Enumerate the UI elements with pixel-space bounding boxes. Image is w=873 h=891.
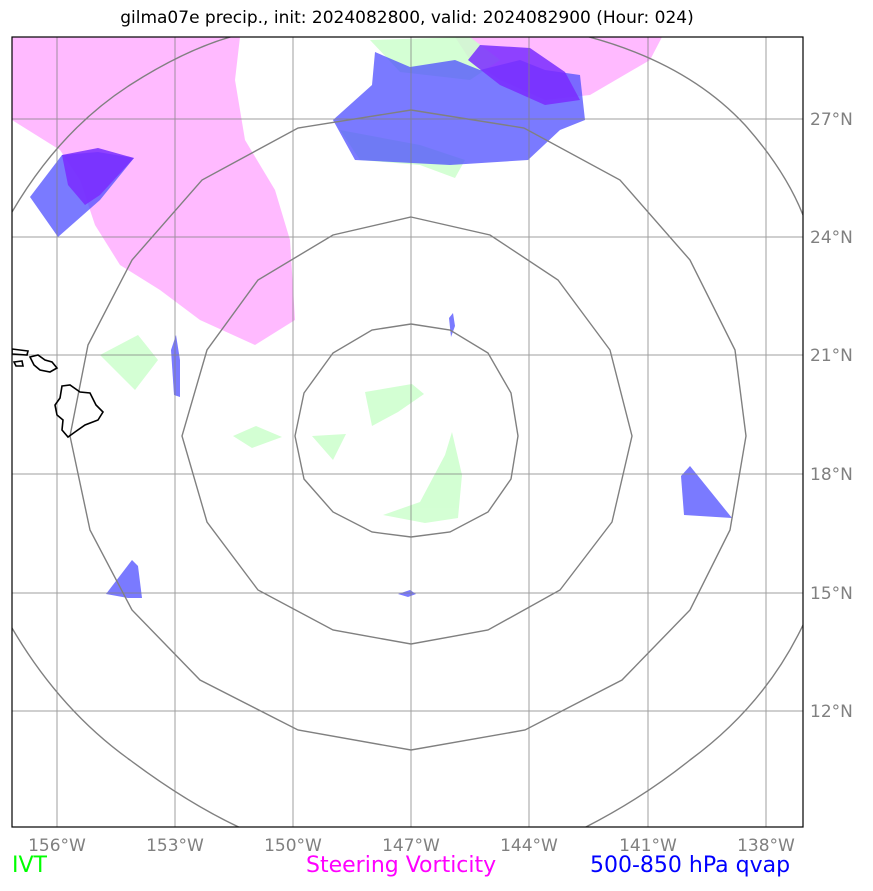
qvap-area-southwest	[106, 560, 142, 598]
overlap-area-west	[62, 148, 134, 205]
qvap-area-east	[681, 466, 732, 518]
legend-steering-vorticity: Steering Vorticity	[306, 853, 497, 878]
ivt-area-small-3	[312, 434, 346, 460]
lon-label: 141°W	[619, 836, 677, 856]
range-ring-4-sw	[12, 627, 241, 827]
legend-ivt: IVT	[12, 853, 47, 878]
map-title: gilma07e precip., init: 2024082800, vali…	[120, 8, 694, 28]
lat-label: 21°N	[810, 346, 853, 366]
lon-label: 147°W	[382, 836, 440, 856]
range-ring-4	[12, 37, 233, 213]
island-big-island	[54, 384, 105, 439]
range-ring-4-se	[584, 624, 803, 827]
lon-label: 150°W	[264, 836, 322, 856]
map-plot-area	[12, 37, 803, 827]
ivt-area-small-1	[365, 384, 424, 426]
lon-label: 138°W	[737, 836, 795, 856]
latitude-labels: 27°N 24°N 21°N 18°N 15°N 12°N	[810, 110, 853, 722]
legend-qvap: 500-850 hPa qvap	[590, 853, 791, 878]
lat-label: 15°N	[810, 584, 853, 604]
lon-label: 144°W	[500, 836, 558, 856]
range-ring-1	[294, 323, 519, 538]
island-molokai	[12, 348, 29, 356]
lon-label: 153°W	[146, 836, 204, 856]
island-lanai	[12, 360, 24, 367]
longitude-labels: 156°W 153°W 150°W 147°W 144°W 141°W 138°…	[28, 836, 795, 856]
island-maui	[28, 354, 59, 373]
lat-label: 24°N	[810, 228, 853, 248]
lat-label: 12°N	[810, 702, 853, 722]
ivt-area-south	[383, 432, 462, 523]
ivt-area-small-2	[233, 426, 282, 448]
range-ring-4-east	[586, 37, 803, 216]
lat-label: 27°N	[810, 110, 853, 130]
vorticity-area-west	[12, 37, 295, 345]
graticule	[12, 37, 803, 827]
ivt-area-hawaii-east	[100, 335, 158, 390]
lon-label: 156°W	[28, 836, 86, 856]
lat-label: 18°N	[810, 465, 853, 485]
hawaii-coastline	[12, 348, 105, 439]
map-frame	[11, 36, 804, 828]
qvap-area-dot	[449, 313, 455, 337]
overlap-field	[62, 45, 580, 205]
overlap-area-northeast	[468, 45, 580, 105]
